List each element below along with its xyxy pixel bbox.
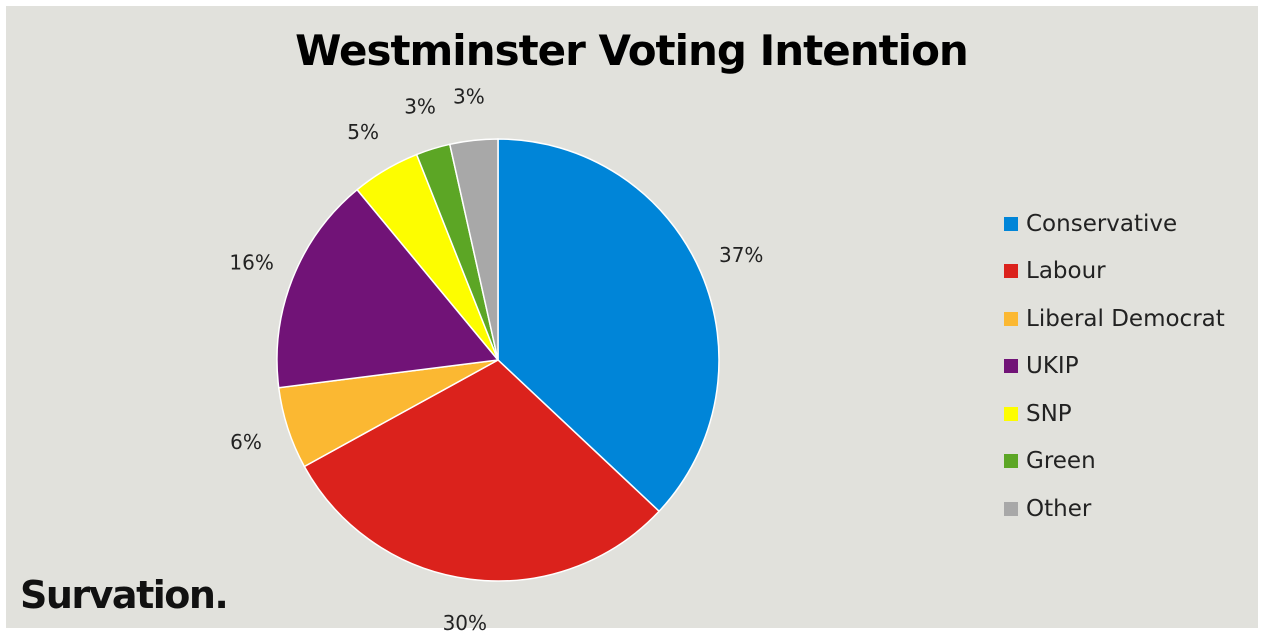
- legend-item-ukip: UKIP: [1004, 343, 1225, 391]
- legend-swatch: [1004, 406, 1018, 421]
- legend-label: Other: [1026, 495, 1092, 522]
- data-label-snp: 5%: [347, 120, 379, 144]
- chart-title: Westminster Voting Intention: [295, 26, 969, 75]
- legend-swatch: [1004, 359, 1018, 374]
- legend-swatch: [1004, 501, 1018, 516]
- legend-swatch: [1004, 311, 1018, 326]
- pie-slice-conservative: [497, 138, 720, 513]
- data-label-labour: 30%: [443, 611, 487, 631]
- legend-item-other: Other: [1004, 485, 1225, 533]
- legend-label: Conservative: [1026, 210, 1178, 237]
- pie-slice-labour: [303, 359, 661, 582]
- data-label-green: 3%: [404, 95, 436, 119]
- chart-legend: Conservative Labour Liberal Democrat UKIP SN…: [1004, 200, 1225, 533]
- legend-item-green: Green: [1004, 438, 1225, 486]
- legend-swatch: [1004, 454, 1018, 469]
- legend-label: Labour: [1026, 258, 1106, 285]
- legend-item-snp: SNP: [1004, 390, 1225, 438]
- data-label-liberal-democrat: 6%: [230, 430, 262, 454]
- legend-label: Green: [1026, 448, 1096, 475]
- legend-label: Liberal Democrat: [1026, 305, 1225, 332]
- data-label-conservative: 37%: [719, 243, 763, 267]
- legend-swatch: [1004, 216, 1018, 231]
- data-label-ukip: 16%: [229, 250, 273, 274]
- legend-label: UKIP: [1026, 353, 1079, 380]
- pie-slice-labels: 37% 30% 6% 16% 5% 3% 3%: [229, 85, 763, 631]
- data-label-other: 3%: [453, 85, 485, 109]
- legend-label: SNP: [1026, 400, 1072, 427]
- legend-item-liberal-democrat: Liberal Democrat: [1004, 295, 1225, 343]
- legend-item-conservative: Conservative: [1004, 200, 1225, 248]
- pie-slices: [276, 138, 720, 582]
- legend-swatch: [1004, 264, 1018, 279]
- pie-slice-other: [448, 138, 499, 361]
- pie-slice-ukip: [276, 188, 500, 389]
- survation-logo: Survation.: [20, 573, 229, 617]
- legend-item-labour: Labour: [1004, 248, 1225, 296]
